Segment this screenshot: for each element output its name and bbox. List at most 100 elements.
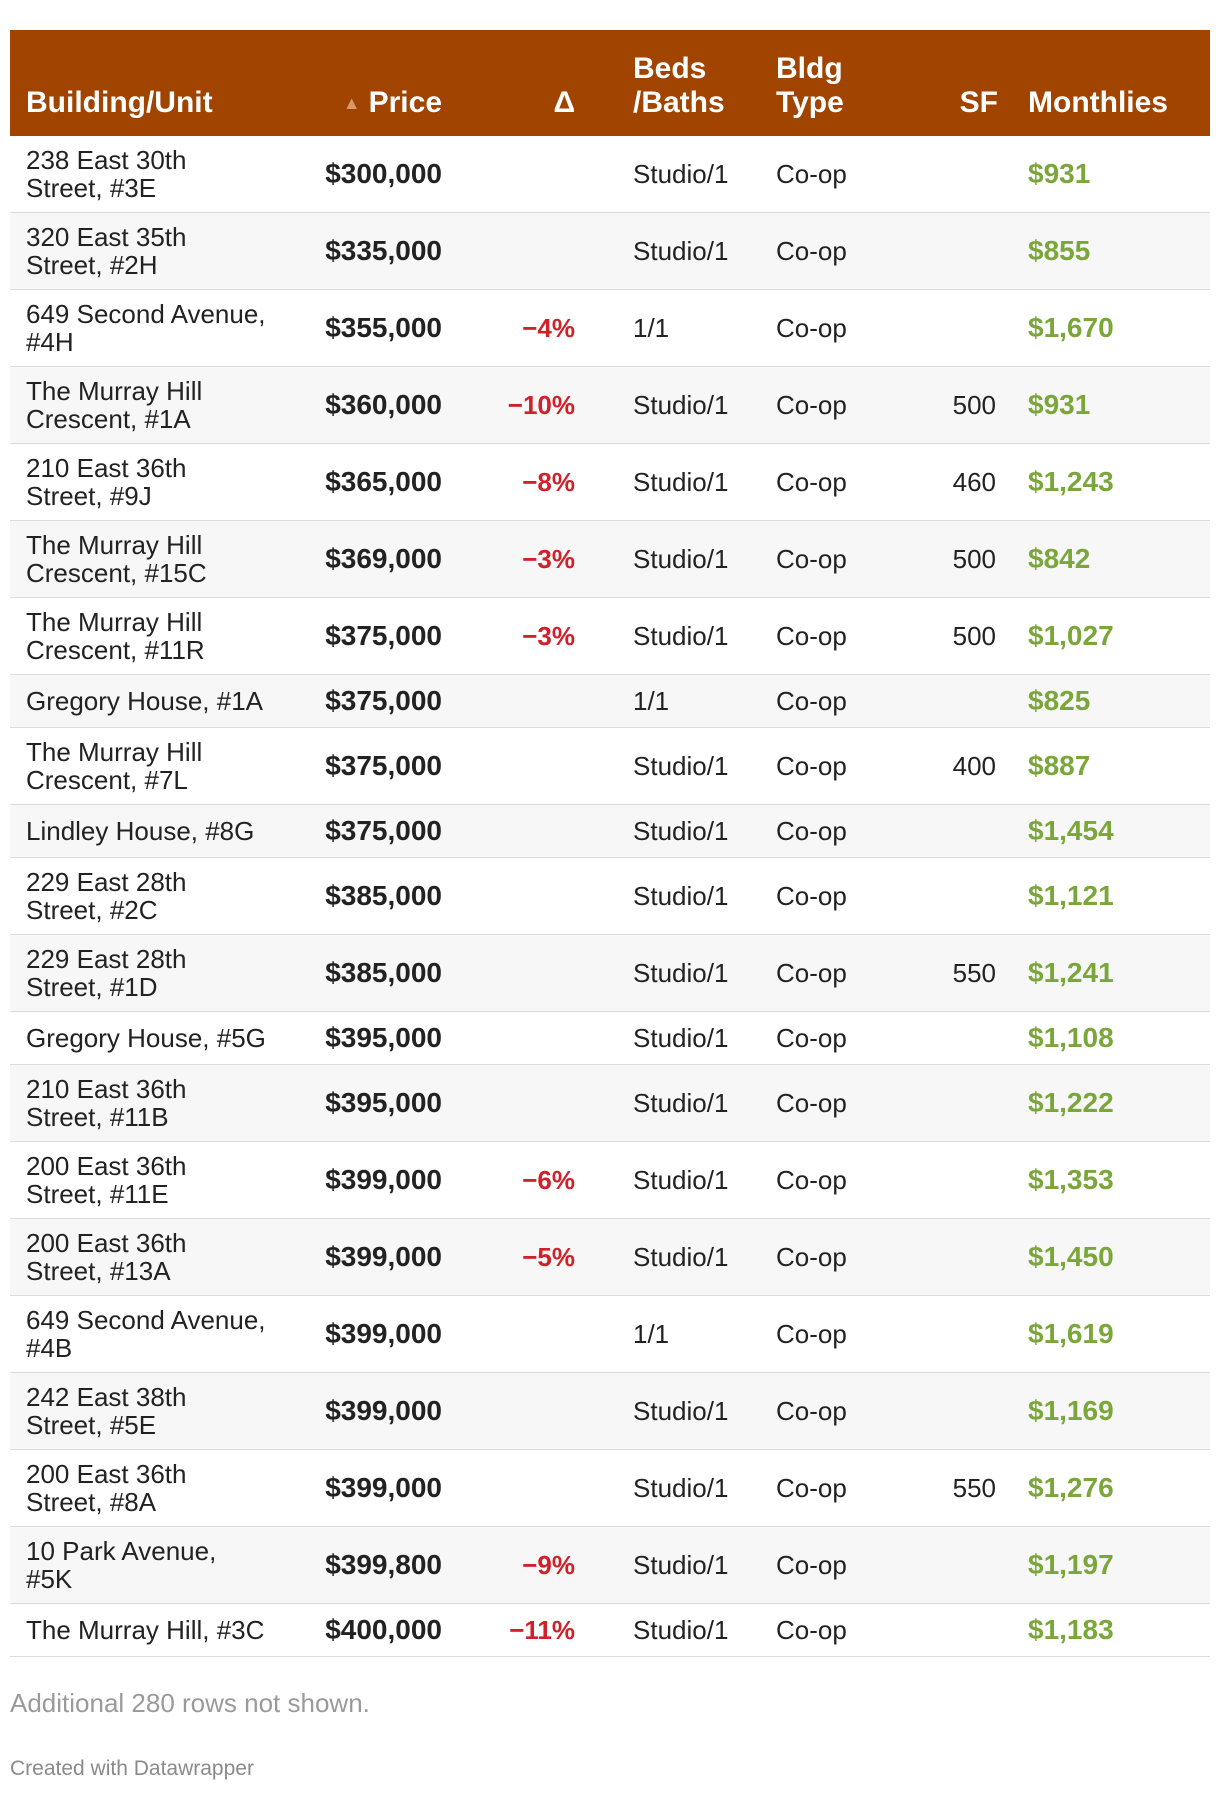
building-unit-cell: 210 East 36th Street, #11B	[10, 1064, 292, 1142]
beds-baths-cell: 1/1	[575, 289, 746, 367]
table-row: 10 Park Avenue, #5K $399,800 −9% Studio/1 Co-…	[10, 1526, 1210, 1604]
monthlies-cell: $1,454	[998, 804, 1210, 858]
building-unit-cell: 10 Park Avenue, #5K	[10, 1526, 292, 1604]
building-line1: 200 East 36th	[26, 1151, 187, 1181]
price-cell: $399,000	[292, 1218, 442, 1296]
building-unit-cell: 238 East 30th Street, #3E	[10, 136, 292, 213]
square-feet-cell	[886, 857, 998, 935]
column-header-sf[interactable]: SF	[886, 30, 998, 136]
price-change-cell	[442, 1011, 575, 1065]
monthlies-cell: $1,222	[998, 1064, 1210, 1142]
price-cell: $375,000	[292, 597, 442, 675]
price-change-cell: −3%	[442, 520, 575, 598]
column-header-building-type[interactable]: Bldg Type	[746, 30, 886, 136]
price-change-cell	[442, 136, 575, 213]
price-change-cell	[442, 1295, 575, 1373]
building-unit-cell: Lindley House, #8G	[10, 804, 292, 858]
column-header-building[interactable]: Building/Unit	[10, 30, 292, 136]
price-cell: $385,000	[292, 857, 442, 935]
square-feet-cell	[886, 1011, 998, 1065]
building-unit-cell: 200 East 36th Street, #8A	[10, 1449, 292, 1527]
column-header-price[interactable]: ▲ Price	[292, 30, 442, 136]
building-line2: Crescent, #1A	[26, 404, 191, 434]
building-unit-cell: 200 East 36th Street, #11E	[10, 1141, 292, 1219]
building-line1: 229 East 28th	[26, 867, 187, 897]
building-line2: Street, #11E	[26, 1179, 169, 1209]
building-line1: Lindley House, #8G	[26, 816, 255, 846]
building-type-cell: Co-op	[746, 520, 886, 598]
beds-header-line2: /Baths	[633, 86, 725, 119]
price-cell: $355,000	[292, 289, 442, 367]
building-line1: 10 Park Avenue,	[26, 1536, 217, 1566]
building-line1: 649 Second Avenue,	[26, 1305, 266, 1335]
monthlies-cell: $825	[998, 674, 1210, 728]
price-cell: $335,000	[292, 212, 442, 290]
monthlies-cell: $1,670	[998, 289, 1210, 367]
monthlies-cell: $1,353	[998, 1141, 1210, 1219]
price-change-cell: −5%	[442, 1218, 575, 1296]
building-type-cell: Co-op	[746, 727, 886, 805]
type-header-line2: Type	[776, 86, 844, 119]
price-change-cell	[442, 934, 575, 1012]
column-header-delta[interactable]: Δ	[442, 30, 575, 136]
building-line1: Gregory House, #5G	[26, 1023, 266, 1053]
building-line1: The Murray Hill	[26, 737, 203, 767]
building-line2: Street, #8A	[26, 1487, 157, 1517]
datawrapper-credit: Created with Datawrapper	[10, 1757, 254, 1780]
listings-table: Building/Unit ▲ Price Δ Beds/Baths Bldg Ty…	[10, 30, 1210, 1657]
table-row: 238 East 30th Street, #3E $300,000 Studio/1…	[10, 136, 1210, 213]
price-header-label: Price	[368, 86, 442, 119]
monthlies-cell: $855	[998, 212, 1210, 290]
table-row: 320 East 35th Street, #2H $335,000 Studio/1…	[10, 212, 1210, 290]
beds-baths-cell: Studio/1	[575, 443, 746, 521]
beds-baths-cell: Studio/1	[575, 212, 746, 290]
beds-baths-cell: Studio/1	[575, 597, 746, 675]
monthlies-cell: $1,241	[998, 934, 1210, 1012]
building-type-cell: Co-op	[746, 1064, 886, 1142]
building-line2: Street, #5E	[26, 1410, 157, 1440]
price-change-cell: −4%	[442, 289, 575, 367]
price-cell: $365,000	[292, 443, 442, 521]
price-change-cell: −10%	[442, 366, 575, 444]
table-row: Lindley House, #8G $375,000 Studio/1 Co-op $…	[10, 804, 1210, 858]
building-line2: Crescent, #15C	[26, 558, 207, 588]
building-line2: Street, #1D	[26, 972, 158, 1002]
table-header: Building/Unit ▲ Price Δ Beds/Baths Bldg Ty…	[10, 30, 1210, 136]
column-header-beds-baths[interactable]: Beds/Baths	[575, 30, 746, 136]
price-change-cell: −11%	[442, 1603, 575, 1657]
beds-baths-cell: 1/1	[575, 674, 746, 728]
price-change-cell	[442, 674, 575, 728]
column-header-monthlies[interactable]: Monthlies	[998, 30, 1210, 136]
building-unit-cell: Gregory House, #5G	[10, 1011, 292, 1065]
beds-baths-cell: Studio/1	[575, 1603, 746, 1657]
building-unit-cell: 200 East 36th Street, #13A	[10, 1218, 292, 1296]
square-feet-cell	[886, 1218, 998, 1296]
beds-baths-cell: Studio/1	[575, 366, 746, 444]
building-line2: #4H	[26, 327, 74, 357]
price-cell: $369,000	[292, 520, 442, 598]
building-type-cell: Co-op	[746, 1372, 886, 1450]
building-line1: 200 East 36th	[26, 1228, 187, 1258]
price-cell: $399,000	[292, 1295, 442, 1373]
building-line1: 229 East 28th	[26, 944, 187, 974]
square-feet-cell	[886, 1064, 998, 1142]
price-change-cell	[442, 212, 575, 290]
monthlies-cell: $1,121	[998, 857, 1210, 935]
building-line2: Street, #11B	[26, 1102, 169, 1132]
building-line2: Street, #2C	[26, 895, 158, 925]
square-feet-cell	[886, 1603, 998, 1657]
building-type-cell: Co-op	[746, 1141, 886, 1219]
building-unit-cell: The Murray Hill Crescent, #1A	[10, 366, 292, 444]
price-cell: $399,000	[292, 1141, 442, 1219]
monthlies-cell: $1,169	[998, 1372, 1210, 1450]
table-row: 200 East 36th Street, #11E $399,000 −6% Stud…	[10, 1141, 1210, 1219]
square-feet-cell	[886, 1295, 998, 1373]
beds-baths-cell: 1/1	[575, 1295, 746, 1373]
price-cell: $300,000	[292, 136, 442, 213]
price-change-cell	[442, 1449, 575, 1527]
table-row: 210 East 36th Street, #9J $365,000 −8% Studi…	[10, 443, 1210, 521]
building-line1: 200 East 36th	[26, 1459, 187, 1489]
rows-not-shown-note: Additional 280 rows not shown.	[10, 1688, 370, 1718]
square-feet-cell: 550	[886, 934, 998, 1012]
square-feet-cell: 550	[886, 1449, 998, 1527]
